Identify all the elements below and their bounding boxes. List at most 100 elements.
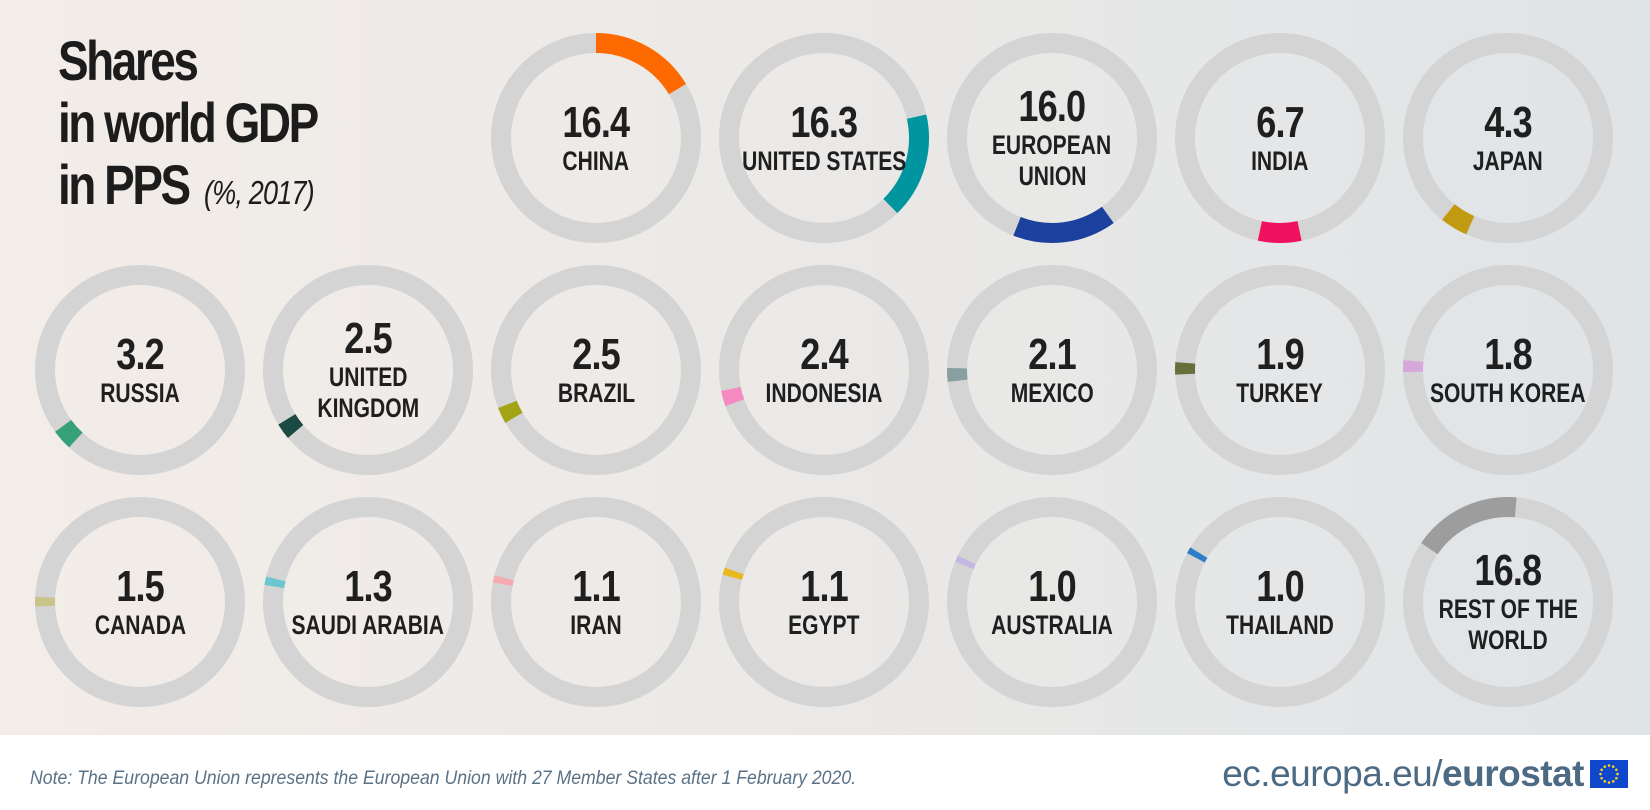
data-value: 1.5 bbox=[116, 561, 165, 611]
donut-svg bbox=[947, 33, 1157, 243]
data-value: 2.5 bbox=[572, 329, 621, 379]
page-title: Shares in world GDP in PPS (%, 2017) bbox=[58, 29, 319, 224]
donut-chart: 2.5 BRAZIL bbox=[488, 262, 704, 478]
donut-segment bbox=[492, 575, 514, 587]
donut-chart: 16.4 CHINA bbox=[488, 30, 704, 246]
donut-label: 16.4 CHINA bbox=[488, 30, 704, 246]
country-label: AUSTRALIA bbox=[991, 609, 1113, 640]
donut-track bbox=[263, 265, 473, 475]
data-value: 16.4 bbox=[562, 97, 631, 147]
eu-flag-icon bbox=[1590, 760, 1628, 788]
donut-segment bbox=[721, 386, 745, 407]
donut-track bbox=[719, 265, 929, 475]
donut-svg bbox=[1403, 33, 1613, 243]
donut-svg bbox=[719, 33, 929, 243]
donut-svg bbox=[947, 497, 1157, 707]
donut-label: 2.5 UNITED KINGDOM bbox=[260, 262, 476, 478]
donut-segment bbox=[498, 400, 523, 423]
data-value: 1.1 bbox=[572, 561, 621, 611]
donut-label: 1.3 SAUDI ARABIA bbox=[260, 494, 476, 710]
brand-prefix: ec.europa.eu/ bbox=[1222, 753, 1443, 794]
country-label: RUSSIA bbox=[100, 377, 180, 408]
country-label: EGYPT bbox=[788, 609, 860, 640]
donut-svg bbox=[263, 497, 473, 707]
data-value: 1.9 bbox=[1256, 329, 1305, 379]
donut-label: 16.3 UNITED STATES bbox=[716, 30, 932, 246]
donut-chart: 6.7 INDIA bbox=[1172, 30, 1388, 246]
donut-chart: 1.1 EGYPT bbox=[716, 494, 932, 710]
donut-track bbox=[491, 265, 701, 475]
donut-segment bbox=[55, 419, 83, 448]
donut-label: 1.0 AUSTRALIA bbox=[944, 494, 1160, 710]
title-line-2: in world GDP bbox=[58, 91, 319, 154]
donut-chart: 1.8 SOUTH KOREA bbox=[1400, 262, 1616, 478]
country-label: EUROPEAN bbox=[992, 130, 1112, 160]
donut-svg bbox=[35, 265, 245, 475]
country-label: KINGDOM bbox=[317, 393, 419, 423]
donut-label: 1.8 SOUTH KOREA bbox=[1400, 262, 1616, 478]
data-value: 2.4 bbox=[800, 329, 849, 379]
country-label: TURKEY bbox=[1236, 377, 1324, 408]
data-value: 2.1 bbox=[1028, 329, 1077, 379]
donut-chart: 2.4 INDONESIA bbox=[716, 262, 932, 478]
donut-svg bbox=[1175, 265, 1385, 475]
donut-track bbox=[719, 497, 929, 707]
title-line-3-text: in PPS bbox=[58, 153, 191, 216]
footer-note: Note: The European Union represents the … bbox=[30, 768, 857, 789]
donut-segment bbox=[1187, 547, 1208, 563]
data-value: 1.0 bbox=[1256, 561, 1305, 611]
donut-chart: 1.0 AUSTRALIA bbox=[944, 494, 1160, 710]
donut-svg bbox=[1175, 497, 1385, 707]
country-label: INDIA bbox=[1251, 145, 1309, 176]
title-line-1: Shares bbox=[58, 29, 199, 92]
donut-track bbox=[1403, 33, 1613, 243]
donut-label: 1.9 TURKEY bbox=[1172, 262, 1388, 478]
donut-chart: 4.3 JAPAN bbox=[1400, 30, 1616, 246]
donut-segment bbox=[1257, 220, 1302, 243]
data-value: 4.3 bbox=[1484, 97, 1533, 147]
data-value: 3.2 bbox=[116, 329, 165, 379]
donut-track bbox=[263, 497, 473, 707]
country-label: THAILAND bbox=[1226, 609, 1334, 640]
country-label: REST OF THE bbox=[1438, 594, 1578, 624]
donut-segment bbox=[1421, 497, 1517, 555]
donut-label: 2.1 MEXICO bbox=[944, 262, 1160, 478]
donut-label: 16.0 EUROPEAN UNION bbox=[944, 30, 1160, 246]
donut-segment bbox=[1442, 203, 1475, 235]
country-label: MEXICO bbox=[1010, 377, 1094, 408]
donut-label: 1.1 EGYPT bbox=[716, 494, 932, 710]
donut-track bbox=[35, 265, 245, 475]
country-label: UNION bbox=[1018, 161, 1086, 191]
infographic-panel: Shares in world GDP in PPS (%, 2017) 16.… bbox=[0, 0, 1650, 735]
donut-chart: 1.5 CANADA bbox=[32, 494, 248, 710]
donut-svg bbox=[1403, 265, 1613, 475]
donut-chart: 1.1 IRAN bbox=[488, 494, 704, 710]
country-label: BRAZIL bbox=[557, 377, 635, 408]
donut-label: 4.3 JAPAN bbox=[1400, 30, 1616, 246]
donut-chart: 3.2 RUSSIA bbox=[32, 262, 248, 478]
title-line-3: in PPS (%, 2017) bbox=[58, 154, 317, 224]
donut-segment bbox=[595, 33, 687, 95]
donut-label: 3.2 RUSSIA bbox=[32, 262, 248, 478]
donut-track bbox=[491, 497, 701, 707]
donut-chart: 1.0 THAILAND bbox=[1172, 494, 1388, 710]
country-label: UNITED STATES bbox=[741, 145, 907, 176]
data-value: 1.0 bbox=[1028, 561, 1077, 611]
donut-chart: 2.5 UNITED KINGDOM bbox=[260, 262, 476, 478]
country-label: SAUDI ARABIA bbox=[291, 609, 445, 640]
donut-label: 1.0 THAILAND bbox=[1172, 494, 1388, 710]
country-label: IRAN bbox=[570, 609, 622, 640]
donut-track bbox=[1175, 497, 1385, 707]
donut-grid: 16.4 CHINA 16.3 UNITED STATES 16.0 EUROPEAN UN… bbox=[32, 30, 1616, 710]
country-label: CANADA bbox=[94, 609, 186, 640]
country-label: INDONESIA bbox=[765, 377, 883, 408]
country-label: CHINA bbox=[562, 145, 630, 176]
donut-chart: 16.3 UNITED STATES bbox=[716, 30, 932, 246]
donut-svg bbox=[491, 265, 701, 475]
country-label: JAPAN bbox=[1473, 145, 1543, 176]
donut-svg bbox=[947, 265, 1157, 475]
donut-chart: 16.0 EUROPEAN UNION bbox=[944, 30, 1160, 246]
donut-svg bbox=[1403, 497, 1613, 707]
country-label: SOUTH KOREA bbox=[1430, 377, 1586, 408]
eurostat-brand[interactable]: ec.europa.eu/eurostat bbox=[1222, 752, 1628, 796]
